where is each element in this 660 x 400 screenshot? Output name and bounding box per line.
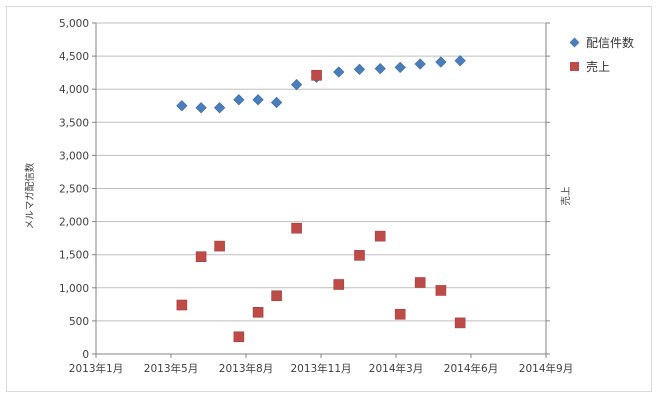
y-tick-label: 4,000 bbox=[59, 84, 89, 96]
x-tick-label: 2013年1月 bbox=[69, 362, 123, 375]
legend-item-series-1: 売上 bbox=[570, 59, 610, 74]
data-point-diamond bbox=[233, 94, 245, 106]
legend-label: 配信件数 bbox=[586, 35, 634, 50]
x-tick-label: 2013年5月 bbox=[144, 362, 198, 375]
x-tick-labels: 2013年1月 2013年5月 2013年8月 2013年11月 2014年3月 2014… bbox=[69, 362, 573, 375]
data-point-square bbox=[252, 306, 264, 318]
y-tick-label: 1,000 bbox=[59, 283, 89, 295]
data-point-diamond bbox=[213, 102, 226, 114]
data-point-square bbox=[291, 222, 302, 234]
y-tick-labels: 0 500 1,000 1,500 2,000 2,500 3,000 3,500 4,000 4… bbox=[59, 18, 89, 361]
data-point-square bbox=[311, 69, 322, 81]
gridlines bbox=[96, 22, 546, 322]
data-point-square bbox=[435, 285, 447, 296]
data-point-diamond bbox=[270, 96, 283, 109]
data-points bbox=[176, 55, 466, 343]
legend-item-series-0: 配信件数 bbox=[569, 35, 634, 50]
data-point-square bbox=[176, 299, 188, 311]
data-point-square bbox=[214, 240, 225, 252]
legend-label: 売上 bbox=[586, 59, 610, 74]
data-point-square bbox=[454, 317, 466, 329]
data-point-diamond bbox=[333, 66, 345, 78]
y-tick-label: 2,500 bbox=[59, 184, 89, 196]
data-point-diamond bbox=[195, 102, 207, 114]
data-point-diamond bbox=[435, 56, 447, 68]
y-tick-label: 1,500 bbox=[59, 250, 89, 262]
x-tick-label: 2014年3月 bbox=[369, 362, 423, 375]
data-point-diamond bbox=[290, 78, 303, 91]
legend-marker-diamond bbox=[569, 37, 580, 48]
data-point-diamond bbox=[176, 100, 188, 112]
data-point-diamond bbox=[454, 55, 466, 67]
data-point-square bbox=[333, 279, 345, 290]
y-tick-label: 5,000 bbox=[59, 18, 89, 30]
y-tick-label: 4,500 bbox=[59, 51, 89, 63]
data-point-diamond bbox=[414, 58, 426, 70]
x-tick-label: 2013年8月 bbox=[219, 362, 273, 375]
y-tick-label: 2,000 bbox=[59, 217, 89, 229]
data-point-square bbox=[233, 331, 245, 343]
data-point-square bbox=[271, 290, 282, 302]
chart-frame bbox=[6, 6, 652, 392]
data-point-square bbox=[394, 308, 406, 320]
axes bbox=[92, 22, 550, 358]
x-tick-label: 2014年9月 bbox=[519, 362, 573, 375]
y-tick-label: 0 bbox=[82, 349, 89, 361]
legend-marker-square bbox=[570, 62, 579, 71]
legend: 配信件数 売上 bbox=[569, 35, 634, 74]
y-tick-label: 3,500 bbox=[59, 117, 89, 129]
data-point-diamond bbox=[374, 63, 386, 75]
y-tick-label: 3,000 bbox=[59, 150, 89, 162]
data-point-square bbox=[374, 230, 386, 242]
data-point-diamond bbox=[252, 94, 264, 106]
data-point-diamond bbox=[353, 63, 366, 75]
data-point-diamond bbox=[394, 61, 406, 73]
data-point-square bbox=[195, 251, 207, 262]
data-point-square bbox=[414, 277, 426, 288]
x-tick-label: 2014年6月 bbox=[444, 362, 498, 375]
y-axis-title: メルマガ配信数 bbox=[24, 162, 36, 229]
data-point-square bbox=[354, 250, 365, 261]
x-tick-label: 2013年11月 bbox=[290, 362, 351, 375]
y2-axis-title: 売上 bbox=[560, 186, 572, 206]
y-tick-label: 500 bbox=[69, 316, 89, 328]
